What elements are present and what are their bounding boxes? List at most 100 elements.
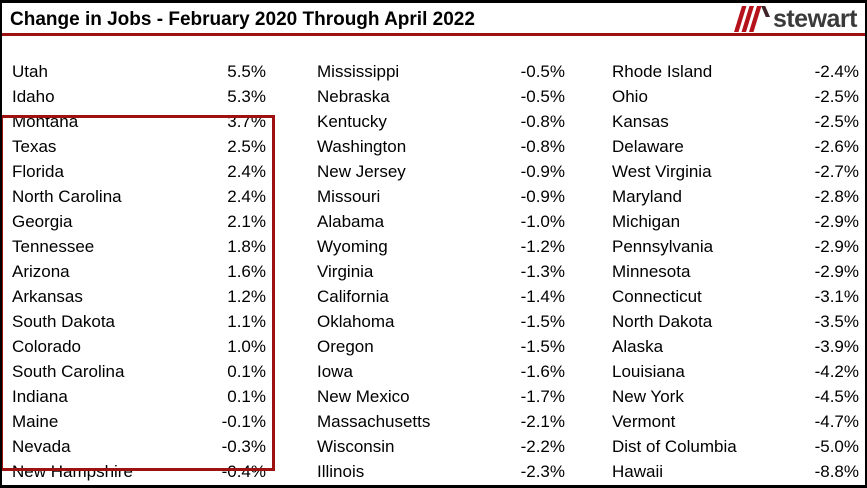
state-value: 1.8%: [227, 237, 266, 256]
table-row: Dist of Columbia -5.0%: [567, 434, 865, 459]
state-label: Minnesota: [612, 262, 691, 281]
state-value: -4.5%: [814, 387, 859, 406]
state-value: 0.1%: [227, 362, 266, 381]
state-value: -5.0%: [814, 437, 859, 456]
table-row: Alaska -3.9%: [567, 334, 865, 359]
table-row: South Dakota 1.1%: [2, 309, 274, 334]
table-row: Maine -0.1%: [2, 409, 274, 434]
state-label: Montana: [12, 112, 79, 131]
state-label: Utah: [12, 62, 48, 81]
state-value: -0.4%: [221, 462, 266, 481]
stewart-logo: stewart: [733, 4, 858, 33]
state-value: -0.5%: [520, 62, 565, 81]
state-label: Dist of Columbia: [612, 437, 737, 456]
table-row: Alabama -1.0%: [274, 209, 567, 234]
table-row: Nevada -0.3%: [2, 434, 274, 459]
state-value: -1.7%: [520, 387, 565, 406]
table-row: Louisiana -4.2%: [567, 359, 865, 384]
state-label: Nevada: [12, 437, 71, 456]
state-label: Hawaii: [612, 462, 664, 481]
table-column-1: Utah 5.5% Idaho 5.3% Montana 3.7% Texas 2.5% Flo…: [2, 59, 274, 484]
state-value: -1.5%: [520, 312, 565, 331]
table-row: Michigan -2.9%: [567, 209, 865, 234]
state-label: Maine: [12, 412, 59, 431]
state-value: -2.6%: [814, 137, 859, 156]
state-value: -0.9%: [520, 187, 565, 206]
stewart-slash-mark-icon: [733, 6, 770, 32]
state-label: Illinois: [317, 462, 365, 481]
table-row: Indiana 0.1%: [2, 384, 274, 409]
state-label: Georgia: [12, 212, 73, 231]
state-value: -2.1%: [520, 412, 565, 431]
table-row: Rhode Island -2.4%: [567, 59, 865, 84]
table-row: South Carolina 0.1%: [2, 359, 274, 384]
table-row: North Dakota -3.5%: [567, 309, 865, 334]
state-value: -2.4%: [814, 62, 859, 81]
state-label: New Jersey: [317, 162, 406, 181]
state-label: Missouri: [317, 187, 381, 206]
state-label: Ohio: [612, 87, 648, 106]
state-label: Vermont: [612, 412, 676, 431]
state-value: -2.7%: [814, 162, 859, 181]
state-label: Tennessee: [12, 237, 95, 256]
table-row: Wisconsin -2.2%: [274, 434, 567, 459]
table-row: Massachusetts -2.1%: [274, 409, 567, 434]
state-value: -2.8%: [814, 187, 859, 206]
state-value: -4.7%: [814, 412, 859, 431]
table-row: Nebraska -0.5%: [274, 84, 567, 109]
table-row: Hawaii -8.8%: [567, 459, 865, 484]
stewart-logo-text: stewart: [772, 5, 858, 33]
header-bar: Change in Jobs - February 2020 Through A…: [2, 3, 865, 36]
state-label: Colorado: [12, 337, 81, 356]
state-label: South Carolina: [12, 362, 125, 381]
state-value: 2.1%: [227, 212, 266, 231]
table-row: Tennessee 1.8%: [2, 234, 274, 259]
table-row: New Mexico -1.7%: [274, 384, 567, 409]
state-label: Louisiana: [612, 362, 685, 381]
spacer-row: [2, 36, 865, 59]
table-row: Arizona 1.6%: [2, 259, 274, 284]
table-column-3: Rhode Island -2.4% Ohio -2.5% Kansas -2.5% Del…: [567, 59, 865, 484]
state-value: -2.3%: [520, 462, 565, 481]
table-row: Oregon -1.5%: [274, 334, 567, 359]
state-value: -2.9%: [814, 237, 859, 256]
state-label: Texas: [12, 137, 57, 156]
state-label: Delaware: [612, 137, 684, 156]
table-row: Connecticut -3.1%: [567, 284, 865, 309]
state-label: Connecticut: [612, 287, 702, 306]
state-label: North Dakota: [612, 312, 713, 331]
table-row: Georgia 2.1%: [2, 209, 274, 234]
state-value: -0.9%: [520, 162, 565, 181]
table-row: Illinois -2.3%: [274, 459, 567, 484]
state-label: Wisconsin: [317, 437, 395, 456]
state-value: -2.5%: [814, 112, 859, 131]
state-value: 1.1%: [227, 312, 266, 331]
table-column-2: Mississippi -0.5% Nebraska -0.5% Kentucky -0.…: [274, 59, 567, 484]
state-label: Alaska: [612, 337, 664, 356]
table-row: Florida 2.4%: [2, 159, 274, 184]
state-label: Iowa: [317, 362, 353, 381]
state-value: -1.5%: [520, 337, 565, 356]
state-value: 2.5%: [227, 137, 266, 156]
state-label: Washington: [317, 137, 407, 156]
state-value: -8.8%: [814, 462, 859, 481]
table-row: Washington -0.8%: [274, 134, 567, 159]
state-label: South Dakota: [12, 312, 116, 331]
state-value: 5.5%: [227, 62, 266, 81]
state-label: Rhode Island: [612, 62, 713, 81]
state-label: Virginia: [317, 262, 374, 281]
state-value: -1.6%: [520, 362, 565, 381]
state-value: -0.3%: [221, 437, 266, 456]
state-value: -3.1%: [814, 287, 859, 306]
table-row: New Jersey -0.9%: [274, 159, 567, 184]
state-label: Oklahoma: [317, 312, 395, 331]
state-value: -0.8%: [520, 137, 565, 156]
table-row: Ohio -2.5%: [567, 84, 865, 109]
state-label: Maryland: [612, 187, 682, 206]
state-label: Arizona: [12, 262, 70, 281]
state-value: 1.6%: [227, 262, 266, 281]
table-row: Colorado 1.0%: [2, 334, 274, 359]
table-row: Arkansas 1.2%: [2, 284, 274, 309]
state-label: Michigan: [612, 212, 681, 231]
state-value: 5.3%: [227, 87, 266, 106]
